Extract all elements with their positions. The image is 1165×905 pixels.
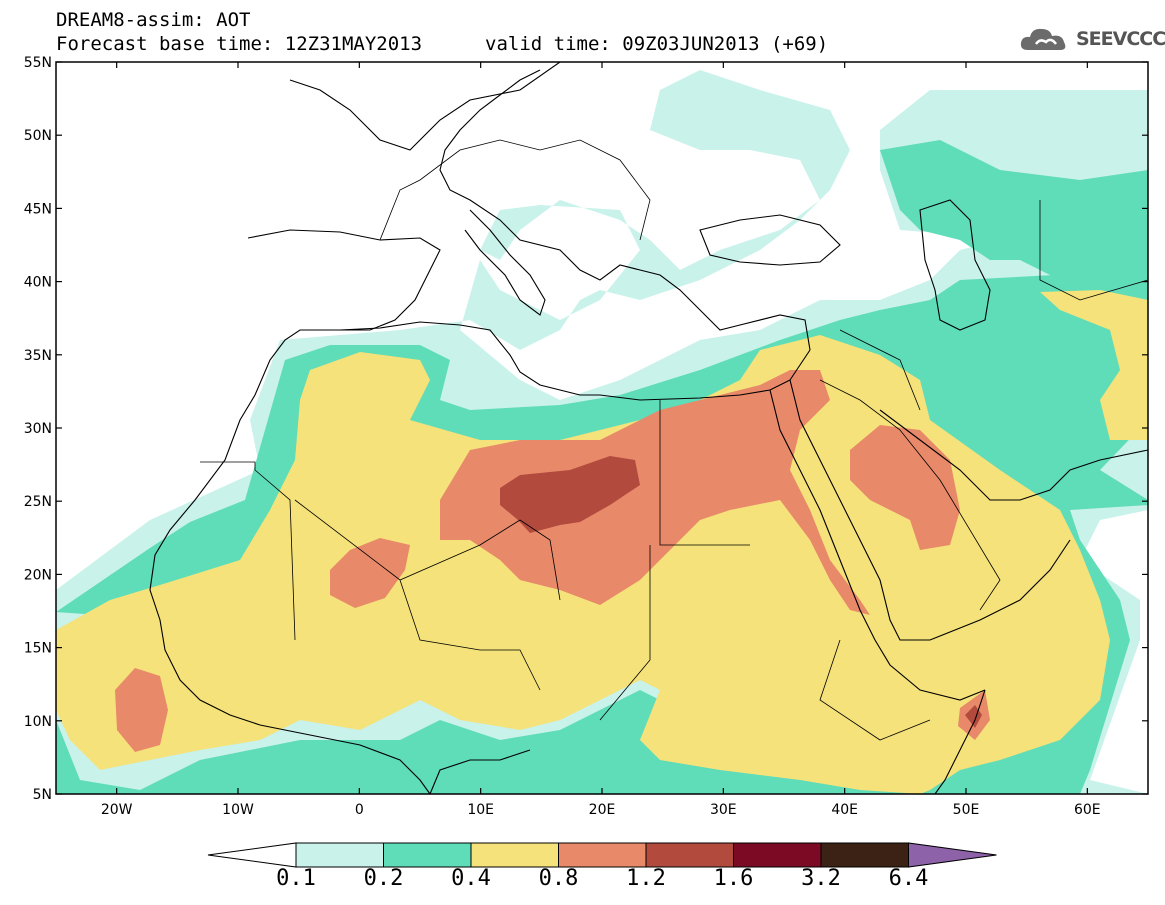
longitude-labels: 20W 10W 0 10E 20E 30E 40E 50E 60E [101, 802, 1101, 818]
aot-band-0.2-east [880, 140, 1148, 300]
lat-label: 25N [24, 494, 52, 510]
border-iraq-iran [839, 329, 921, 411]
colorbar-box [645, 842, 734, 868]
lon-label: 20E [589, 802, 616, 818]
map-title: DREAM8-assim: AOT [56, 9, 251, 31]
latitude-labels: 55N 50N 45N 40N 35N 30N 25N 20N 15N 10N 5N [24, 55, 52, 803]
coast-levant-turkey [439, 69, 811, 351]
lat-label: 50N [24, 128, 52, 144]
border-libya-egypt [659, 400, 750, 546]
aot-band-0.8 [440, 370, 870, 615]
colorbar-level-label: 0.2 [363, 866, 404, 891]
valid-time: valid time: 09Z03JUN2013 (+69) [485, 33, 829, 55]
lon-label: 50E [953, 802, 980, 818]
lon-label: 60E [1074, 802, 1101, 818]
coast-gulf-guinea [429, 749, 531, 794]
cloud-icon [1020, 28, 1066, 50]
colorbar-level-label: 1.2 [626, 866, 666, 891]
colorbar-box [820, 842, 909, 868]
lat-label: 55N [24, 55, 52, 71]
lon-label: 0 [355, 802, 364, 818]
colorbar-level-label: 0.4 [451, 866, 491, 891]
lon-label: 30E [710, 802, 737, 818]
border-niger-nigeria [399, 579, 541, 691]
border-algeria-mali [294, 499, 561, 601]
lat-label: 40N [24, 275, 52, 291]
seevccc-logo: SEEVCCC [1018, 22, 1165, 58]
colorbar-level-label: 6.4 [888, 866, 929, 891]
colorbar-box [295, 842, 384, 868]
coast-black-sea [699, 214, 841, 266]
aot-band-0.8-sahel [330, 538, 410, 608]
coast-persian-gulf [879, 409, 1148, 501]
lat-label: 5N [33, 787, 52, 803]
country-borders [200, 139, 1148, 741]
colorbar-box [383, 842, 472, 868]
colorbar-under-arrow [207, 842, 297, 868]
lat-label: 45N [24, 201, 52, 217]
colorbar-level-label: 0.1 [276, 866, 316, 891]
lat-label: 10N [24, 714, 52, 730]
colorbar-over-arrow [908, 842, 997, 868]
border-chad-sudan [599, 545, 651, 721]
colorbar-box [733, 842, 822, 868]
border-ethiopia [819, 639, 931, 741]
border-west-sahara [200, 461, 296, 641]
colorbar-box [558, 842, 647, 868]
border-central-asia [1039, 200, 1148, 301]
coast-north-europe [289, 62, 561, 151]
coast-red-sea-east [789, 379, 1071, 641]
lat-label: 30N [24, 421, 52, 437]
lon-label: 10E [467, 802, 494, 818]
aot-band-1.2 [500, 456, 640, 533]
lon-label: 20W [101, 802, 133, 818]
axis-ticks [56, 61, 1148, 795]
lat-label: 20N [24, 567, 52, 583]
forecast-base-time: Forecast base time: 12Z31MAY2013 [56, 33, 423, 55]
coast-red-sea-west [769, 389, 986, 701]
lat-label: 15N [24, 641, 52, 657]
aot-field [56, 70, 1148, 794]
lon-label: 10W [222, 802, 254, 818]
colorbar-box [470, 842, 559, 868]
colorbar-level-label: 3.2 [801, 866, 841, 891]
aot-band-0.4-ne [1040, 290, 1148, 440]
coast-italy [464, 209, 546, 316]
aot-band-0.8-senegal [115, 668, 168, 752]
colorbar-level-label: 0.8 [538, 866, 579, 891]
colorbar-level-label: 1.6 [713, 866, 754, 891]
border-europe [379, 139, 651, 241]
lat-label: 35N [24, 348, 52, 364]
coast-north-africa [339, 321, 811, 401]
coast-caspian-sea [919, 199, 991, 331]
coast-west-africa-iberia [149, 229, 441, 794]
coast-horn-africa [934, 689, 986, 794]
lon-label: 40E [831, 802, 858, 818]
coastlines [149, 62, 1148, 794]
aot-band-0.8-arabia [850, 425, 960, 550]
colorbar-boxes [207, 842, 997, 868]
border-saudi [819, 379, 1001, 611]
